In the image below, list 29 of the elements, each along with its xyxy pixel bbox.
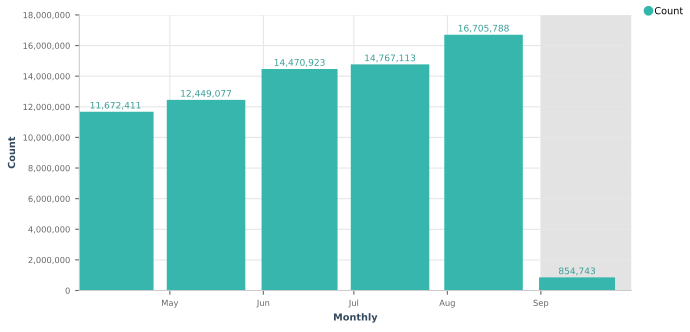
data-label: 14,470,923 (274, 59, 325, 67)
y-axis-title: Count (8, 136, 16, 168)
x-tick-label: Jun (256, 300, 270, 308)
y-tick-label: 10,000,000 (24, 134, 70, 142)
y-tick-label: 6,000,000 (28, 196, 70, 203)
bar (444, 34, 523, 290)
x-axis-title: Monthly (334, 313, 378, 323)
data-label: 16,705,788 (458, 24, 509, 33)
data-label: 854,743 (559, 267, 595, 276)
y-tick-label: 14,000,000 (24, 73, 70, 80)
bar (262, 68, 338, 290)
legend-label: Count (654, 6, 683, 14)
y-tick-label: 0 (66, 287, 70, 294)
y-tick-label: 16,000,000 (24, 42, 70, 50)
bar (166, 100, 246, 290)
y-tick-label: 4,000,000 (28, 226, 70, 234)
x-tick-label: May (162, 300, 178, 308)
data-label: 14,767,113 (365, 54, 416, 62)
bar (350, 64, 430, 290)
bar (539, 277, 616, 290)
y-tick-label: 18,000,000 (24, 12, 70, 20)
x-tick-label: Sep (534, 300, 548, 308)
x-tick-label: Jul (348, 300, 358, 308)
data-label: 12,449,077 (181, 90, 232, 98)
data-label: 11,672,411 (90, 102, 141, 110)
y-tick-label: 8,000,000 (28, 165, 70, 172)
y-tick-label: 2,000,000 (28, 256, 70, 264)
y-tick-label: 12,000,000 (24, 104, 70, 111)
x-tick-label: Aug (439, 300, 455, 308)
